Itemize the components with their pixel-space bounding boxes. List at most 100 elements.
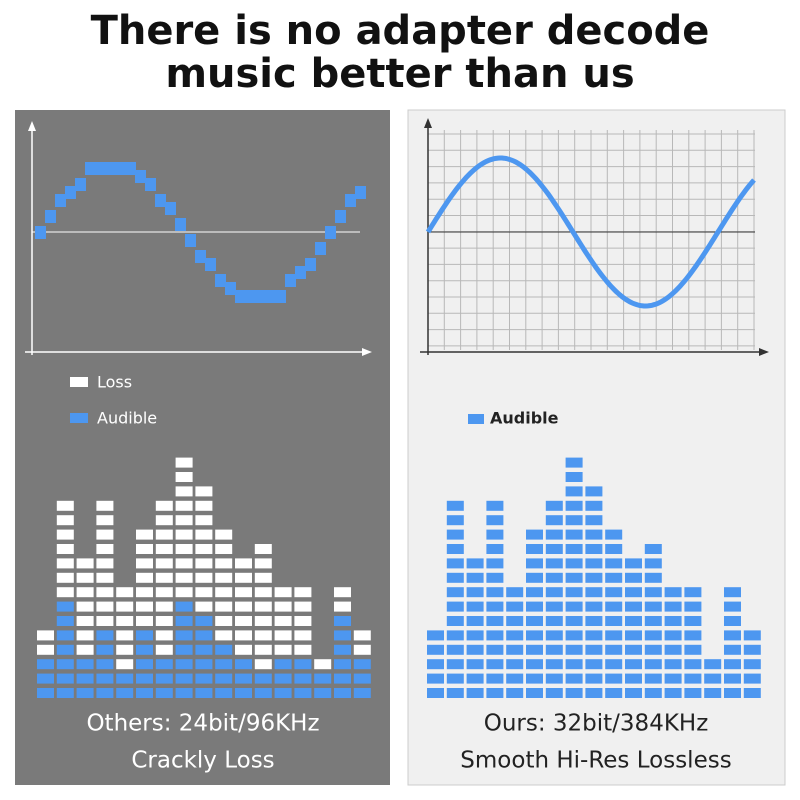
level-block	[565, 457, 583, 468]
level-block	[526, 616, 543, 626]
level-block	[565, 558, 583, 569]
level-block	[96, 558, 114, 569]
level-block	[215, 630, 233, 641]
level-block	[254, 572, 272, 583]
level-block	[565, 688, 583, 698]
level-block	[486, 587, 504, 598]
level-block	[155, 572, 173, 583]
level-block	[486, 529, 504, 540]
level-block	[486, 616, 504, 626]
level-block	[486, 572, 504, 583]
level-block	[565, 616, 583, 626]
level-block	[76, 673, 94, 684]
level-block	[334, 688, 351, 698]
level-block	[56, 673, 74, 684]
level-block	[235, 601, 252, 612]
level-block	[175, 601, 193, 612]
level-block	[175, 616, 193, 626]
level-block	[175, 500, 193, 511]
level-block	[136, 558, 153, 569]
wave-step	[235, 290, 246, 303]
level-block	[155, 616, 173, 626]
level-block	[466, 673, 484, 684]
level-block	[446, 572, 464, 583]
legend-label: Loss	[97, 373, 132, 392]
level-block	[605, 558, 623, 569]
level-block	[314, 659, 332, 670]
level-block	[235, 659, 252, 670]
level-block	[175, 659, 193, 670]
level-block	[195, 688, 213, 698]
level-block	[545, 515, 563, 526]
level-block	[466, 572, 484, 583]
level-block	[427, 688, 444, 698]
level-block	[235, 644, 252, 655]
level-block	[294, 659, 312, 670]
level-block	[235, 572, 252, 583]
level-block	[506, 644, 524, 655]
level-block	[56, 500, 74, 511]
level-block	[605, 601, 623, 612]
level-block	[526, 558, 543, 569]
level-block	[334, 659, 351, 670]
level-block	[565, 529, 583, 540]
level-block	[96, 601, 114, 612]
level-block	[195, 630, 213, 641]
level-block	[56, 515, 74, 526]
level-block	[605, 616, 623, 626]
wave-step	[195, 250, 206, 263]
level-block	[545, 529, 563, 540]
level-block	[585, 572, 603, 583]
level-block	[175, 544, 193, 554]
level-block	[274, 630, 292, 641]
level-block	[56, 644, 74, 655]
level-block	[116, 616, 134, 626]
level-block	[37, 630, 54, 641]
level-block	[334, 587, 351, 598]
level-block	[155, 515, 173, 526]
level-block	[37, 688, 54, 698]
level-block	[274, 644, 292, 655]
arrow	[759, 348, 769, 356]
level-block	[235, 587, 252, 598]
level-block	[466, 616, 484, 626]
legend-swatch	[468, 414, 484, 424]
level-block	[644, 601, 662, 612]
level-block	[466, 644, 484, 655]
level-block	[314, 688, 332, 698]
level-block	[486, 673, 504, 684]
level-block	[446, 673, 464, 684]
level-block	[724, 688, 741, 698]
level-block	[545, 572, 563, 583]
level-block	[427, 659, 444, 670]
level-block	[155, 529, 173, 540]
wave-step	[35, 226, 46, 239]
level-block	[644, 572, 662, 583]
level-block	[37, 644, 54, 655]
level-block	[155, 688, 173, 698]
level-block	[136, 673, 153, 684]
level-block	[195, 572, 213, 583]
level-block	[334, 644, 351, 655]
level-block	[96, 544, 114, 554]
level-block	[136, 644, 153, 655]
caption: Ours: 32bit/384KHz	[484, 711, 709, 737]
level-block	[605, 644, 623, 655]
level-block	[195, 558, 213, 569]
level-block	[585, 486, 603, 497]
level-block	[294, 616, 312, 626]
level-block	[334, 630, 351, 641]
level-block	[585, 630, 603, 641]
level-block	[625, 601, 642, 612]
level-block	[215, 558, 233, 569]
wave-step	[125, 162, 136, 175]
level-block	[136, 529, 153, 540]
level-block	[526, 673, 543, 684]
wave	[425, 155, 756, 309]
level-block	[37, 673, 54, 684]
level-block	[526, 659, 543, 670]
level-block	[195, 500, 213, 511]
level-block	[195, 515, 213, 526]
level-block	[605, 529, 623, 540]
wave-step	[175, 218, 186, 231]
